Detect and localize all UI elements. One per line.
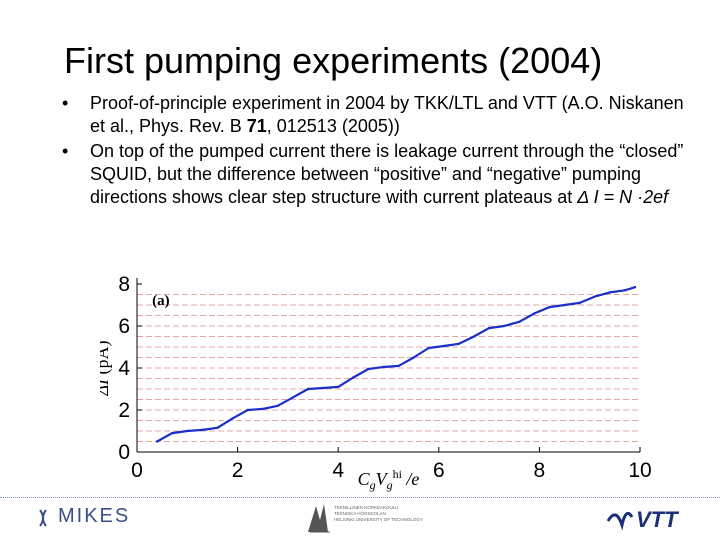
series-point [472,335,476,338]
tkk-logo-text: TEKNILLINEN KORKEAKOULU TEKNISKA HÖGSKOL… [334,505,423,522]
series-point [412,356,415,359]
y-tick-label: 0 [118,441,130,464]
series-point [171,431,174,435]
series-point [276,404,280,407]
series-point [633,285,637,289]
x-tick-label: 6 [433,459,445,482]
mikes-logo-text: MIKES [58,505,131,527]
y-tick-label: 4 [118,357,130,380]
series-point [593,295,596,298]
series-point [231,417,234,420]
plateau-grid [137,294,640,442]
series-point [502,324,506,328]
x-axis-label: CgVghi /e [358,467,420,492]
series-point [306,387,310,391]
series-point [518,320,521,323]
bullet-list: • Proof-of-principle experiment in 2004 … [62,92,702,211]
x-tick-label: 0 [131,459,143,482]
bullet-2-formula: Δ I = N ·2ef [577,187,669,207]
x-tick-label: 10 [628,459,651,482]
series-point [442,344,446,348]
series-point [352,376,355,379]
step-current-chart: 0 2 4 6 8 0 2 4 6 8 10 (a) ΔI (pA) CgVghi /e [100,273,652,492]
series-point [382,365,385,369]
series-point [457,342,461,346]
series-line [156,286,636,443]
mikes-logo-icon [39,509,47,527]
footer-divider [0,497,720,498]
bullet-1-text: Proof-of-principle experiment in 2004 by… [90,93,684,136]
axis-ticks: 0 2 4 6 8 0 2 4 6 8 10 [118,273,651,482]
series-point [321,386,325,390]
y-tick-label: 8 [118,273,130,296]
series-point [548,305,551,309]
series-point [337,385,340,389]
slide-title: First pumping experiments (2004) [64,40,603,81]
series-point [155,440,159,443]
x-tick-label: 2 [232,459,244,482]
series-point [367,367,370,371]
bullet-marker: • [62,93,69,113]
x-tick-label: 8 [534,459,546,482]
x-tick-label: 4 [332,459,344,482]
series-point [623,289,627,292]
bullet-1-text-end: , 012513 (2005)) [266,116,400,136]
y-tick-label: 2 [118,399,130,422]
series-point [487,326,491,330]
vtt-logo-text: VTT [636,507,679,532]
series-point [578,301,581,305]
series-point [563,303,566,307]
y-axis-label: ΔI (pA) [100,340,113,396]
series-point [216,426,219,430]
series-point [261,407,264,411]
bullet-1-volume: 71 [246,116,267,136]
bullet-2-text: On top of the pumped current there is le… [90,141,684,207]
data-series [155,285,637,443]
series-point [201,428,204,432]
bullet-marker: • [62,141,69,161]
series-point [608,291,612,294]
series-point [533,312,536,315]
series-point [246,408,249,412]
y-tick-label: 6 [118,315,130,338]
vtt-logo-icon: VTT [606,507,679,532]
tkk-logo-icon [308,504,330,533]
panel-label: (a) [152,293,170,309]
series-point [291,396,295,399]
series-point [186,429,189,433]
bullet-item-1: • Proof-of-principle experiment in 2004 … [62,92,702,138]
bullet-item-2: • On top of the pumped current there is … [62,140,702,209]
series-point [427,346,430,350]
series-point [397,364,400,368]
